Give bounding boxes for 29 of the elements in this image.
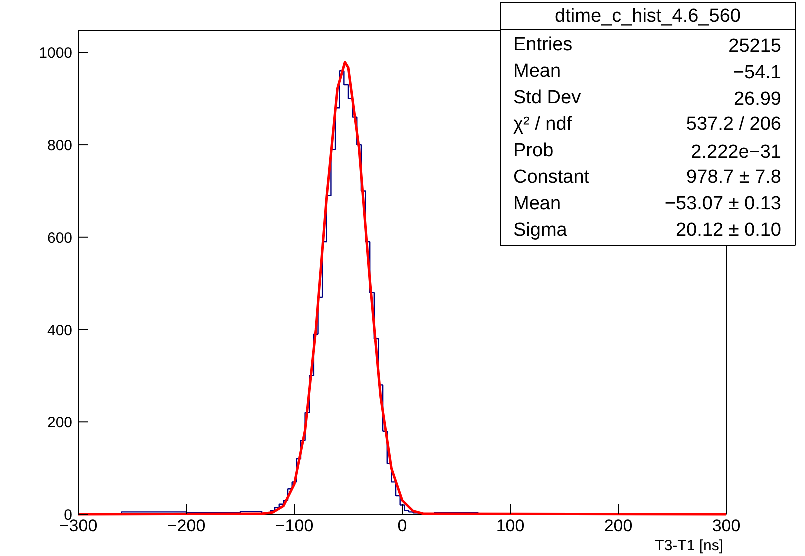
y-tick-label: 400: [47, 322, 73, 340]
annotation: Constant: [514, 166, 590, 188]
x-tick-label: −100: [275, 516, 314, 536]
annotation: 20.12 ± 0.10: [676, 220, 782, 241]
annotation: Entries: [514, 34, 573, 56]
text: 25215: [728, 36, 782, 57]
annotation: 978.7 ± 7.8: [686, 166, 782, 188]
x-tick-label: 100: [496, 516, 525, 536]
y-tick-label: 200: [47, 414, 73, 432]
annotation: Prob: [514, 140, 554, 162]
annotation: −53.07 ± 0.13: [664, 193, 782, 214]
x-axis-title: T3-T1 [ns]: [655, 538, 724, 554]
x-tick-label: −200: [167, 516, 206, 536]
annotation: Std Dev: [514, 87, 582, 108]
x-tick-label: 200: [604, 516, 633, 536]
annotation: 537.2 / 206: [686, 114, 782, 135]
y-tick-label: 600: [47, 230, 73, 247]
text: dtime_c_hist_4.6_560: [555, 6, 741, 27]
annotation: 2.222e−31: [691, 142, 782, 163]
annotation: Sigma: [514, 220, 568, 241]
annotation: χ² / ndf: [514, 114, 573, 135]
annotation: Mean: [514, 60, 562, 82]
y-tick-label: 1000: [39, 45, 73, 62]
text: −54.1: [733, 62, 782, 84]
x-tick-label: 300: [712, 516, 741, 536]
annotation: Mean: [514, 193, 562, 214]
x-tick-label: 0: [398, 516, 408, 536]
text: 26.99: [734, 88, 782, 110]
y-tick-label: 800: [47, 138, 73, 155]
